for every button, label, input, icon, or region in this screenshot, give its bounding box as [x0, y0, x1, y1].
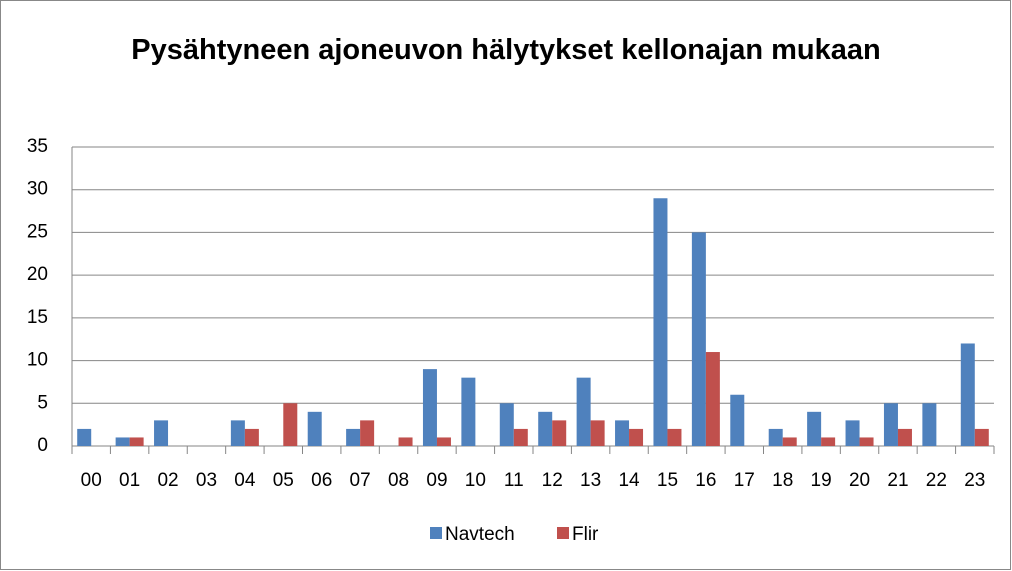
x-tick-label: 07: [350, 470, 371, 491]
bar: [629, 428, 644, 446]
legend-label: Navtech: [445, 524, 515, 545]
legend-swatch: [557, 527, 569, 539]
bar: [960, 343, 975, 446]
bar: [667, 428, 682, 446]
bar: [730, 394, 745, 446]
bar: [538, 411, 553, 446]
chart-title: Pysähtyneen ajoneuvon hälytykset kellona…: [131, 34, 881, 66]
bar: [691, 232, 706, 446]
bar: [398, 437, 413, 446]
bar: [360, 420, 375, 446]
bar: [922, 403, 937, 446]
x-tick-label: 00: [81, 470, 102, 491]
x-tick-label: 10: [465, 470, 486, 491]
x-tick-label: 11: [504, 470, 524, 491]
x-tick-label: 20: [849, 470, 870, 491]
bar: [244, 428, 259, 446]
x-tick-label: 18: [772, 470, 793, 491]
x-tick-label: 16: [695, 470, 716, 491]
x-tick-label: 03: [196, 470, 217, 491]
y-tick-label: 0: [37, 435, 48, 456]
bar: [129, 437, 144, 446]
x-tick-label: 06: [311, 470, 332, 491]
bar: [230, 420, 245, 446]
x-tick-label: 17: [734, 470, 755, 491]
bar: [576, 377, 591, 446]
x-tick-label: 08: [388, 470, 409, 491]
bar: [897, 428, 912, 446]
bar: [615, 420, 630, 446]
x-tick-label: 13: [580, 470, 601, 491]
bar: [77, 428, 92, 446]
x-tick-label: 04: [234, 470, 256, 491]
x-tick-label: 15: [657, 470, 678, 491]
y-tick-label: 35: [27, 136, 48, 157]
y-tick-label: 5: [37, 392, 48, 413]
bar: [883, 403, 898, 446]
bar: [859, 437, 874, 446]
bar: [154, 420, 169, 446]
y-tick-label: 20: [27, 264, 48, 285]
bar: [499, 403, 514, 446]
bar: [807, 411, 822, 446]
bar: [115, 437, 130, 446]
y-tick-label: 25: [27, 221, 48, 242]
x-tick-label: 19: [811, 470, 832, 491]
bar: [821, 437, 836, 446]
y-tick-label: 10: [27, 350, 48, 371]
y-tick-label: 30: [27, 179, 48, 200]
bar: [307, 411, 322, 446]
bar: [513, 428, 528, 446]
bar: [974, 428, 989, 446]
legend-swatch: [430, 527, 442, 539]
bar: [768, 428, 783, 446]
x-tick-label: 09: [426, 470, 447, 491]
x-tick-label: 22: [926, 470, 947, 491]
x-tick-label: 05: [273, 470, 294, 491]
bar: [590, 420, 605, 446]
x-tick-label: 12: [542, 470, 563, 491]
bar: [422, 369, 437, 446]
bar: [552, 420, 567, 446]
bar: [283, 403, 298, 446]
bar: [346, 428, 361, 446]
x-tick-label: 14: [618, 470, 640, 491]
bar: [461, 377, 476, 446]
x-tick-label: 02: [157, 470, 178, 491]
x-tick-label: 23: [964, 470, 985, 491]
bar: [845, 420, 860, 446]
bar: [782, 437, 797, 446]
bar: [436, 437, 451, 446]
x-tick-label: 01: [119, 470, 140, 491]
bar: [653, 198, 668, 446]
bar: [705, 352, 720, 446]
legend-label: Flir: [572, 524, 599, 545]
x-tick-label: 21: [887, 470, 908, 491]
y-tick-label: 15: [27, 307, 48, 328]
